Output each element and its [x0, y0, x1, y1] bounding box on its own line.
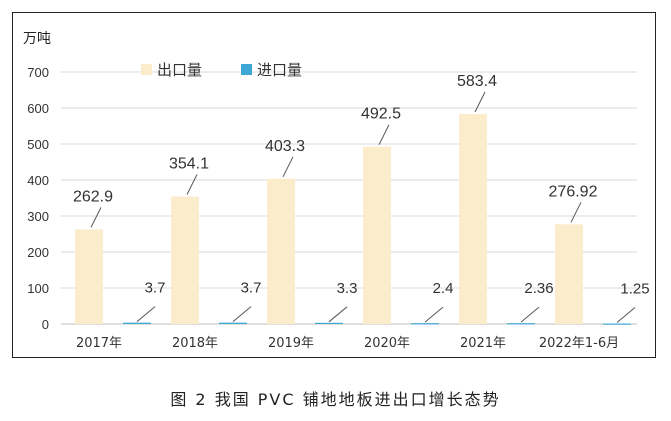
figure-caption: 图 2 我国 PVC 铺地地板进出口增长态势 — [170, 390, 501, 409]
legend-label: 出口量 — [157, 61, 202, 79]
bar-import — [411, 323, 439, 325]
label-leader-line — [570, 202, 582, 223]
x-category-label: 2019年 — [268, 336, 314, 351]
label-leader-line — [378, 124, 390, 145]
data-label-import: 1.25 — [620, 281, 649, 298]
y-tick-label: 500 — [27, 137, 49, 152]
data-label-export: 403.3 — [265, 138, 305, 155]
bar-export — [267, 178, 295, 324]
label-leader-line — [616, 307, 636, 323]
data-label-export: 276.92 — [549, 183, 598, 200]
legend-label: 进口量 — [257, 61, 302, 79]
x-category-label: 2021年 — [460, 336, 506, 351]
bar-import — [123, 322, 151, 324]
bar-import — [603, 323, 631, 325]
bar-export — [555, 224, 583, 324]
label-leader-line — [424, 306, 444, 323]
bar-chart: 0 100 200 300 400 500 600 700 万吨 262.9 3.7 2017年 354… — [23, 31, 650, 351]
x-category-label: 2018年 — [172, 336, 218, 351]
chart-frame: 0 100 200 300 400 500 600 700 万吨 262.9 3.7 2017年 354… — [12, 12, 656, 358]
data-label-export: 354.1 — [169, 156, 209, 173]
legend-swatch — [141, 64, 152, 75]
y-tick-label: 700 — [27, 65, 49, 80]
y-tick-label: 0 — [42, 317, 49, 332]
y-tick-label: 600 — [27, 101, 49, 116]
y-tick-label: 400 — [27, 173, 49, 188]
label-leader-line — [186, 174, 198, 195]
x-category-label: 2022年1-6月 — [539, 336, 619, 351]
label-leader-line — [328, 306, 348, 323]
x-category-label: 2020年 — [364, 336, 410, 351]
y-tick-label: 100 — [27, 281, 49, 296]
bar-export — [171, 196, 199, 324]
bar-export — [363, 146, 391, 324]
y-unit-label: 万吨 — [23, 31, 51, 47]
data-label-import: 2.4 — [433, 280, 454, 297]
data-label-import: 3.7 — [241, 280, 262, 297]
label-leader-line — [520, 306, 540, 323]
label-leader-line — [474, 91, 486, 113]
y-tick-label: 300 — [27, 209, 49, 224]
data-label-export: 492.5 — [361, 106, 401, 123]
y-tick-label: 200 — [27, 245, 49, 260]
data-label-export: 262.9 — [73, 188, 113, 205]
bar-export — [75, 229, 103, 324]
data-label-export: 583.4 — [457, 73, 497, 90]
label-leader-line — [282, 156, 294, 178]
bar-import — [507, 323, 535, 325]
label-leader-line — [232, 306, 252, 323]
bar-import — [219, 322, 247, 324]
data-label-import: 2.36 — [524, 280, 553, 297]
data-label-import: 3.3 — [337, 280, 358, 297]
label-leader-line — [136, 306, 156, 323]
label-leader-line — [90, 207, 102, 228]
bar-import — [315, 322, 343, 325]
x-category-label: 2017年 — [76, 336, 122, 351]
data-label-import: 3.7 — [145, 280, 166, 297]
bar-export — [459, 113, 487, 324]
legend-swatch — [241, 64, 252, 75]
